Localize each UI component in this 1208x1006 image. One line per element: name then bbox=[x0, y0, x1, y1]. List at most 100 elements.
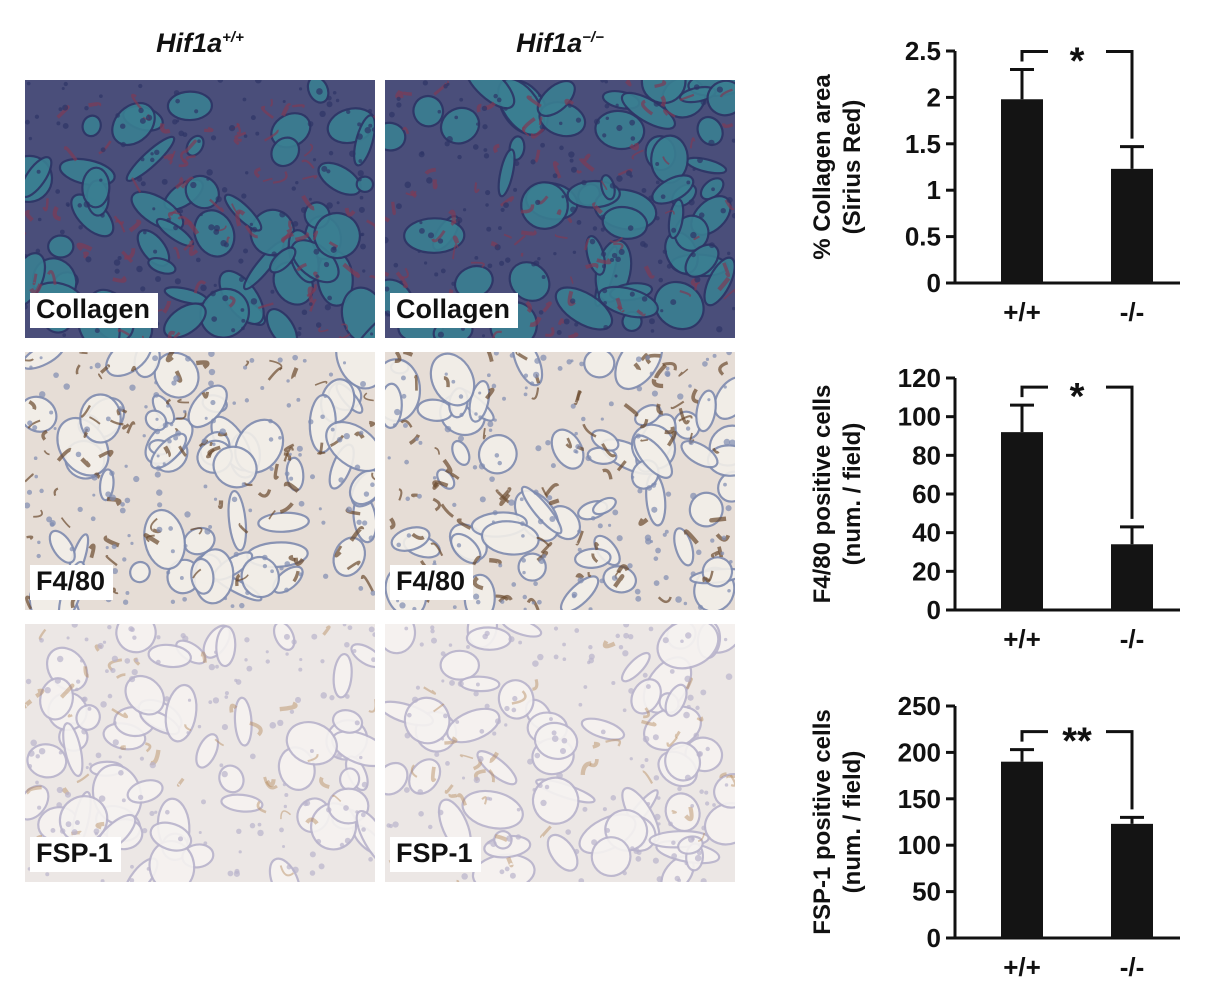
nucleus-dot bbox=[496, 97, 502, 103]
nucleus-dot bbox=[238, 276, 245, 282]
stain-streak bbox=[159, 123, 171, 134]
nucleus-dot bbox=[723, 482, 727, 487]
nucleus-dot bbox=[85, 766, 89, 770]
nucleus-dot bbox=[298, 500, 305, 507]
nucleus-dot bbox=[173, 90, 180, 96]
nucleus-dot bbox=[481, 105, 488, 112]
nucleus-dot bbox=[725, 673, 733, 681]
nucleus-dot bbox=[419, 220, 423, 225]
nucleus-dot bbox=[618, 248, 625, 255]
nucleus-dot bbox=[702, 361, 708, 367]
nucleus-dot bbox=[523, 392, 528, 397]
nucleus-dot bbox=[320, 414, 325, 420]
stain-streak bbox=[258, 302, 274, 309]
nucleus-dot bbox=[214, 650, 218, 655]
tubule-shape bbox=[531, 776, 580, 825]
stain-streak bbox=[279, 701, 298, 712]
nucleus-dot bbox=[712, 353, 717, 358]
nucleus-dot bbox=[221, 770, 228, 778]
nucleus-dot bbox=[665, 372, 671, 378]
stain-streak bbox=[588, 758, 599, 768]
tubule-shape bbox=[332, 652, 353, 699]
nucleus-dot bbox=[642, 735, 650, 743]
nucleus-dot bbox=[316, 88, 323, 95]
nucleus-dot bbox=[652, 857, 659, 864]
nucleus-dot bbox=[434, 272, 439, 277]
nucleus-dot bbox=[657, 822, 661, 826]
nucleus-dot bbox=[472, 144, 479, 150]
stain-streak bbox=[47, 270, 57, 285]
nucleus-dot bbox=[417, 250, 421, 254]
nucleus-dot bbox=[705, 357, 710, 362]
stain-streak bbox=[709, 516, 727, 523]
stain-streak bbox=[43, 450, 50, 456]
nucleus-dot bbox=[26, 81, 31, 86]
tubule-shape bbox=[105, 352, 153, 378]
nucleus-dot bbox=[504, 705, 510, 712]
nucleus-dot bbox=[326, 169, 331, 174]
stain-streak bbox=[684, 806, 694, 822]
stain-streak bbox=[548, 498, 560, 506]
stain-streak bbox=[671, 809, 677, 814]
nucleus-dot bbox=[131, 669, 138, 676]
nucleus-dot bbox=[84, 106, 89, 111]
nucleus-dot bbox=[582, 806, 588, 812]
nucleus-dot bbox=[296, 331, 302, 337]
nucleus-dot bbox=[359, 430, 364, 435]
nucleus-dot bbox=[504, 866, 510, 872]
nucleus-dot bbox=[500, 207, 505, 213]
stain-streak bbox=[32, 273, 38, 286]
nucleus-dot bbox=[356, 133, 363, 140]
nucleus-dot bbox=[36, 169, 41, 174]
tubule-shape bbox=[465, 626, 512, 651]
nucleus-dot bbox=[716, 326, 723, 333]
nucleus-dot bbox=[636, 385, 643, 392]
nucleus-dot bbox=[697, 604, 704, 610]
nucleus-dot bbox=[224, 691, 229, 696]
nucleus-dot bbox=[523, 373, 529, 378]
nucleus-dot bbox=[91, 474, 98, 481]
stain-streak bbox=[592, 741, 601, 749]
stain-streak bbox=[723, 288, 735, 300]
nucleus-dot bbox=[150, 157, 155, 163]
tubule-shape bbox=[695, 389, 717, 433]
nucleus-dot bbox=[244, 658, 248, 662]
nucleus-dot bbox=[427, 232, 435, 239]
nucleus-dot bbox=[344, 694, 350, 699]
nucleus-dot bbox=[354, 464, 361, 471]
stain-streak bbox=[423, 686, 437, 695]
nucleus-dot bbox=[255, 80, 262, 84]
nucleus-dot bbox=[577, 529, 582, 534]
nucleus-dot bbox=[113, 259, 121, 266]
nucleus-dot bbox=[642, 672, 648, 678]
nucleus-dot bbox=[152, 207, 156, 211]
nucleus-dot bbox=[724, 783, 729, 787]
stain-streak bbox=[432, 179, 438, 190]
nucleus-dot bbox=[537, 782, 543, 789]
nucleus-dot bbox=[491, 520, 495, 524]
x-tick-label: -/- bbox=[1120, 952, 1145, 982]
y-tick-label: 50 bbox=[912, 877, 941, 907]
nucleus-dot bbox=[686, 704, 691, 709]
nucleus-dot bbox=[211, 418, 216, 424]
x-tick-label: -/- bbox=[1120, 624, 1145, 654]
nucleus-dot bbox=[559, 145, 564, 151]
tubule-shape bbox=[696, 115, 724, 147]
tubule-shape bbox=[412, 94, 445, 128]
stain-streak bbox=[292, 104, 305, 109]
nucleus-dot bbox=[112, 739, 119, 746]
nucleus-dot bbox=[495, 718, 502, 725]
nucleus-dot bbox=[505, 257, 511, 263]
nucleus-dot bbox=[540, 142, 545, 148]
nucleus-dot bbox=[186, 731, 190, 735]
nucleus-dot bbox=[553, 626, 559, 631]
nucleus-dot bbox=[33, 456, 38, 461]
nucleus-dot bbox=[238, 850, 242, 854]
stain-streak bbox=[169, 209, 178, 216]
tubule-shape bbox=[459, 675, 501, 693]
stain-streak bbox=[476, 103, 482, 113]
nucleus-dot bbox=[87, 706, 92, 711]
nucleus-dot bbox=[437, 238, 444, 244]
nucleus-dot bbox=[729, 439, 735, 447]
stain-streak bbox=[183, 240, 194, 251]
